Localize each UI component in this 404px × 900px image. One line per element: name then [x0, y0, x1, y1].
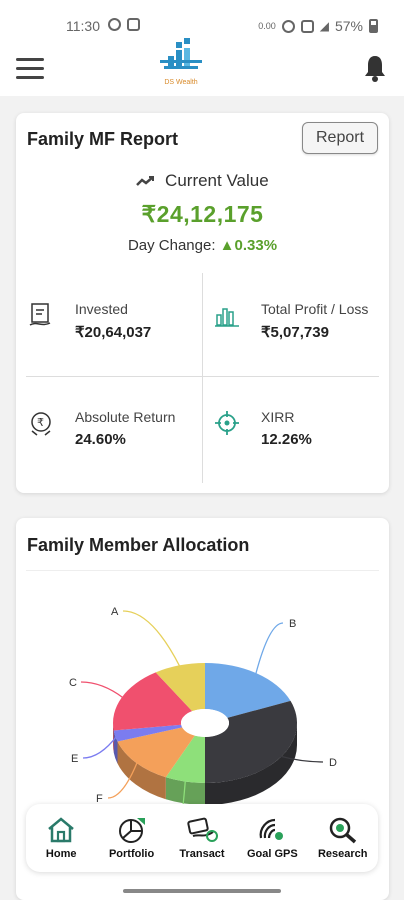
pie-slice-side [165, 777, 205, 805]
bar-chart-icon [214, 301, 240, 329]
status-time: 11:30 [66, 18, 100, 34]
notification-bell-icon[interactable] [364, 54, 386, 82]
pie-slice-C[interactable] [113, 672, 193, 731]
home-indicator[interactable] [123, 889, 281, 893]
day-change-value: ▲0.33% [219, 237, 278, 254]
family-mf-report-card: Family MF Report Report Current Value ₹2… [16, 113, 389, 493]
nav-label: Transact [179, 848, 225, 860]
nav-research[interactable]: Research [308, 816, 378, 860]
metrics-divider-vertical [202, 273, 203, 483]
pie-slice-A[interactable] [155, 663, 205, 712]
trend-icon [136, 172, 156, 192]
app-brand: DS Wealth [164, 79, 198, 86]
app-logo: DS Wealth [154, 38, 208, 86]
nav-transact[interactable]: Transact [167, 816, 237, 860]
bottom-navigation: Home Portfolio Transact Goal GPS Researc… [26, 804, 378, 872]
portfolio-icon [118, 818, 145, 843]
pie-label-E: E [71, 753, 78, 765]
whatsapp-icon [108, 18, 121, 31]
pie-leader-line [255, 622, 284, 675]
donut-hole [181, 709, 229, 737]
gallery-icon [127, 18, 140, 31]
return-icon: ₹ [28, 409, 54, 437]
invested-icon [28, 301, 54, 329]
allocation-title: Family Member Allocation [27, 535, 250, 555]
pie-slice-side [113, 723, 114, 753]
data-icon: 0.00 [258, 21, 276, 31]
nav-portfolio[interactable]: Portfolio [97, 816, 167, 860]
pie-slice-B[interactable] [205, 663, 291, 718]
nav-label: Goal GPS [246, 848, 298, 860]
current-value-label: Current Value [165, 171, 269, 190]
report-title: Family MF Report [27, 129, 179, 149]
pie-label-C: C [69, 677, 77, 689]
home-icon [48, 817, 74, 843]
pie-leader-line [279, 755, 324, 763]
battery-percent: 57% [334, 18, 363, 34]
target-icon [214, 409, 240, 437]
menu-icon[interactable] [16, 58, 44, 80]
current-value: ₹24,12,175 [141, 201, 264, 227]
pie-slice-F[interactable] [117, 727, 195, 778]
metric-label: XIRR [261, 409, 295, 425]
nav-label: Portfolio [108, 848, 155, 860]
metric-value: ₹20,64,037 [75, 324, 152, 341]
pie-slice-D[interactable] [205, 700, 297, 783]
current-value-row: Current Value [16, 171, 389, 192]
pie-leader-line [80, 681, 124, 699]
pie-label-B: B [289, 618, 296, 630]
signal-icon: ◢ [319, 19, 329, 33]
pie-label-F: F [96, 793, 103, 805]
day-change-label: Day Change: [127, 237, 216, 254]
svg-text:₹: ₹ [37, 416, 44, 429]
app-bar: DS Wealth [0, 38, 404, 96]
nav-home[interactable]: Home [26, 816, 96, 860]
alarm-icon [281, 19, 295, 33]
allocation-pie-chart: BDGFECA [69, 606, 337, 834]
pie-leader-line [82, 735, 118, 759]
metric-value: 24.60% [75, 431, 126, 448]
metrics-divider-horizontal [26, 376, 379, 377]
metric-label: Total Profit / Loss [261, 301, 369, 317]
metric-value: ₹5,07,739 [261, 324, 329, 341]
pie-slice-G[interactable] [165, 735, 205, 783]
pie-leader-line [107, 761, 138, 799]
goal-gps-icon [259, 818, 284, 840]
pie-slice-side [117, 741, 166, 800]
report-button[interactable]: Report [302, 122, 378, 154]
battery-icon [369, 19, 378, 33]
pie-slice-side [205, 723, 297, 805]
research-icon [329, 817, 356, 844]
gps-icon [300, 19, 314, 33]
pie-slice-E[interactable] [113, 724, 183, 742]
metric-value: 12.26% [261, 431, 312, 448]
status-bar: 11:30 0.00 ◢ 57% [0, 0, 404, 46]
pie-label-A: A [111, 606, 119, 618]
metric-label: Absolute Return [75, 409, 176, 425]
day-change-row: Day Change: ▲0.33% [16, 237, 389, 254]
pie-label-D: D [329, 757, 337, 769]
transact-icon [187, 817, 218, 842]
pie-leader-line [122, 610, 181, 667]
nav-goal-gps[interactable]: Goal GPS [237, 816, 307, 860]
nav-label: Home [45, 848, 77, 860]
metric-label: Invested [75, 301, 128, 317]
nav-label: Research [317, 848, 368, 860]
